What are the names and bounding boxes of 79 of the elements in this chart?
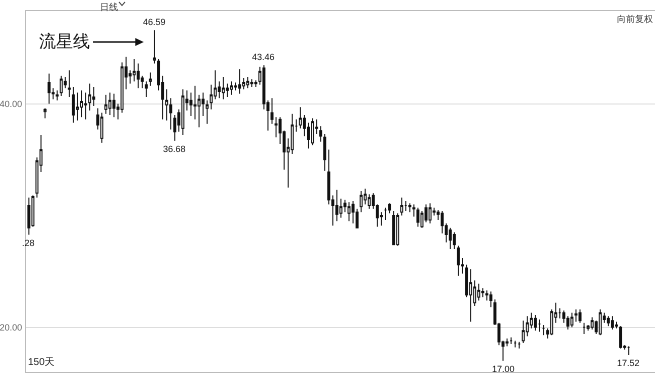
candlestick bbox=[582, 322, 586, 334]
candlestick bbox=[206, 100, 209, 124]
candlestick bbox=[44, 108, 47, 119]
annotation: 36.68 bbox=[163, 144, 186, 154]
candlestick bbox=[558, 308, 562, 319]
candlestick bbox=[323, 133, 326, 172]
candlestick bbox=[619, 326, 622, 350]
candlestick bbox=[574, 308, 578, 322]
candlestick bbox=[335, 189, 338, 222]
candlestick bbox=[60, 75, 63, 96]
annotation: 17.52 bbox=[617, 358, 640, 368]
candlestick bbox=[56, 90, 59, 101]
candlestick bbox=[84, 92, 88, 120]
candlestick bbox=[606, 316, 610, 327]
candlestick bbox=[452, 232, 456, 250]
candlestick bbox=[489, 291, 492, 308]
candlestick bbox=[250, 78, 254, 88]
candlestick bbox=[542, 324, 546, 336]
candlestick bbox=[48, 73, 51, 104]
candlestick bbox=[514, 340, 517, 348]
candlestick bbox=[469, 268, 472, 322]
candlestick bbox=[428, 202, 432, 224]
candlestick bbox=[578, 308, 582, 324]
candlestick bbox=[92, 86, 96, 106]
candlestick bbox=[522, 320, 525, 344]
candlestick bbox=[100, 112, 104, 144]
candlestick bbox=[570, 312, 574, 328]
candlestick bbox=[88, 83, 92, 111]
candlestick bbox=[144, 80, 148, 98]
candlestick bbox=[627, 346, 630, 356]
candlestick bbox=[412, 204, 416, 218]
candlestick bbox=[404, 200, 408, 212]
candlestick bbox=[400, 197, 404, 216]
candlestick bbox=[360, 190, 363, 213]
y-tick-label: 20.00 bbox=[0, 322, 22, 332]
chart-subtitle: 向前复权 bbox=[617, 14, 653, 24]
candlestick bbox=[104, 94, 108, 114]
candlestick bbox=[311, 118, 314, 146]
candlestick bbox=[590, 316, 594, 330]
candlestick bbox=[254, 80, 258, 88]
candlestick bbox=[384, 207, 387, 220]
candlestick bbox=[610, 316, 614, 330]
candlestick bbox=[152, 30, 156, 64]
candlestick bbox=[108, 92, 112, 116]
candlestick bbox=[68, 70, 71, 98]
candlestick bbox=[416, 207, 420, 228]
candlestick bbox=[481, 288, 484, 298]
candlestick bbox=[518, 341, 521, 350]
annotation: .28 bbox=[22, 238, 35, 248]
annotation: 流星线 bbox=[39, 32, 90, 52]
candlestick bbox=[270, 98, 274, 124]
annotation: 43.46 bbox=[252, 52, 275, 62]
candlestick bbox=[598, 308, 602, 336]
candlestick bbox=[136, 63, 140, 89]
candlestick bbox=[80, 90, 84, 118]
candlestick bbox=[72, 86, 75, 124]
candlestick bbox=[408, 202, 412, 213]
candlestick bbox=[230, 80, 233, 96]
candlestick bbox=[181, 88, 184, 136]
candlestick bbox=[238, 68, 242, 94]
candlestick bbox=[148, 72, 152, 86]
candlestick bbox=[538, 318, 541, 332]
candlestick bbox=[456, 245, 460, 276]
candlestick bbox=[246, 76, 250, 89]
candlestick bbox=[448, 227, 452, 250]
annotation: 46.59 bbox=[143, 17, 166, 27]
candlestick bbox=[396, 212, 400, 246]
candlestick bbox=[112, 93, 116, 118]
annotation: 17.00 bbox=[492, 364, 515, 374]
annotation: 150天 bbox=[28, 357, 55, 368]
candlestick bbox=[222, 76, 225, 100]
y-tick-label: 40.00 bbox=[0, 98, 22, 109]
candlestick bbox=[27, 197, 30, 236]
candlestick bbox=[510, 336, 513, 345]
candlestick bbox=[392, 210, 396, 246]
candlestick bbox=[534, 314, 537, 332]
candlestick bbox=[348, 202, 350, 222]
candlestick bbox=[319, 126, 322, 142]
chart-title: 日线 bbox=[100, 2, 118, 12]
